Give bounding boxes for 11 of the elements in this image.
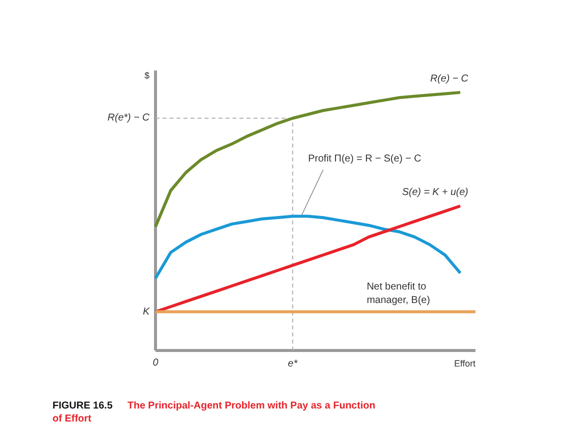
series-label: Net benefit to manager, B(e) — [366, 282, 430, 306]
series-label: R(e) − C — [430, 73, 470, 84]
x-tick-label: 0 — [152, 358, 159, 368]
series-label: S(e) = K + u(e) — [402, 186, 468, 198]
annotation: K — [142, 306, 151, 318]
text: Profit Π(e) = R − S(e) − C — [308, 154, 422, 165]
x-tick-label: e* — [288, 358, 298, 370]
x-axis-title: Effort — [454, 358, 476, 368]
y-axis-title: $ — [144, 70, 150, 80]
chart-title: FIGURE 16.5 The Principal-Agent Problem with Pay as a Function of Effort — [52, 400, 376, 424]
annotation: R(e*) − C — [108, 112, 150, 124]
